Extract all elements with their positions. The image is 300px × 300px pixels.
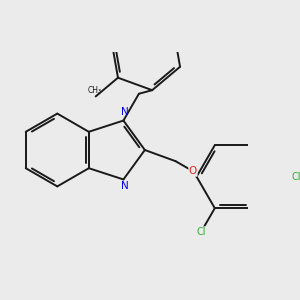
Text: N: N [121, 107, 129, 117]
Text: CH₃: CH₃ [87, 86, 101, 95]
Text: Cl: Cl [292, 172, 300, 182]
Text: Cl: Cl [196, 227, 206, 237]
Text: N: N [121, 181, 129, 191]
Text: O: O [189, 166, 197, 176]
